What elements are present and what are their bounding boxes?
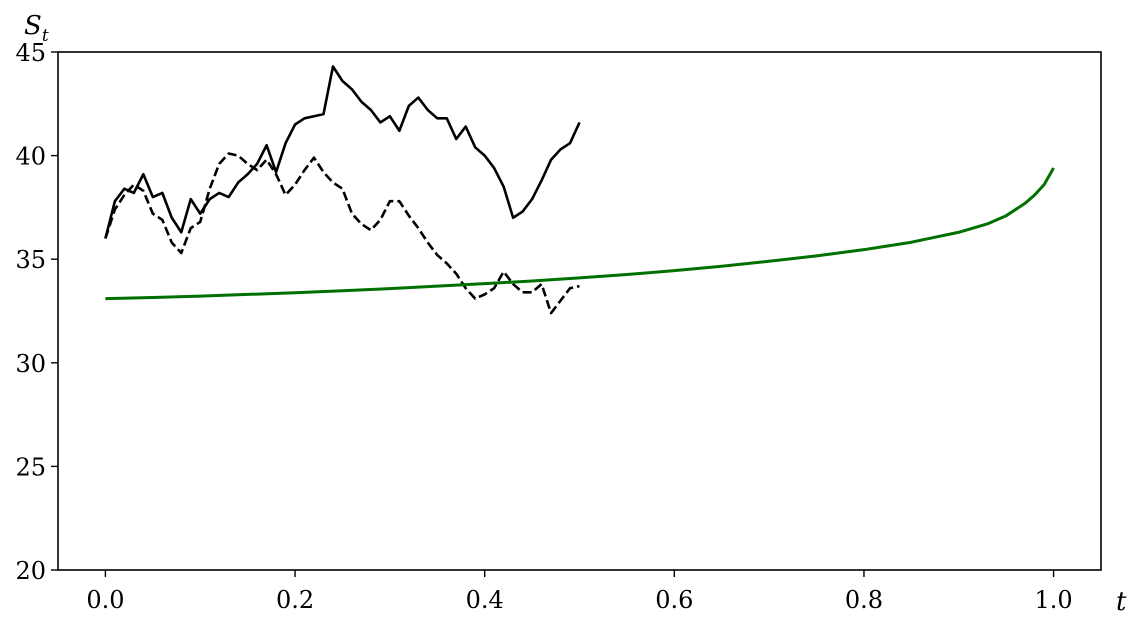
x-axis-title-text: t [1116, 587, 1127, 617]
y-axis-title: St [24, 11, 49, 46]
y-tick-label: 40 [15, 143, 46, 171]
ticks-layer: 0.0 0.2 0.4 0.6 0.8 1.0 20 25 30 35 40 45 [15, 39, 1072, 614]
series-line-2 [104, 152, 580, 315]
x-tick-label: 0.4 [466, 586, 504, 614]
x-tick-label: 0.8 [845, 586, 883, 614]
x-tick-label: 0.2 [276, 586, 314, 614]
y-tick-label: 20 [15, 557, 46, 585]
x-tick-label: 0.6 [655, 586, 693, 614]
y-axis-title-text: S [24, 11, 42, 41]
x-axis-title: t [1116, 587, 1127, 617]
series-line-3 [105, 167, 1055, 301]
y-tick-label: 35 [15, 246, 46, 274]
y-tick-label: 45 [15, 39, 46, 67]
y-tick-label: 30 [15, 350, 46, 378]
x-tick-label: 0.0 [86, 586, 124, 614]
plot-frame [57, 51, 1102, 571]
y-tick-label: 25 [15, 453, 46, 481]
series-layer [104, 65, 1055, 315]
series-line-1 [104, 65, 581, 239]
y-axis-title-subscript: t [42, 26, 49, 46]
x-tick-label: 1.0 [1035, 586, 1073, 614]
